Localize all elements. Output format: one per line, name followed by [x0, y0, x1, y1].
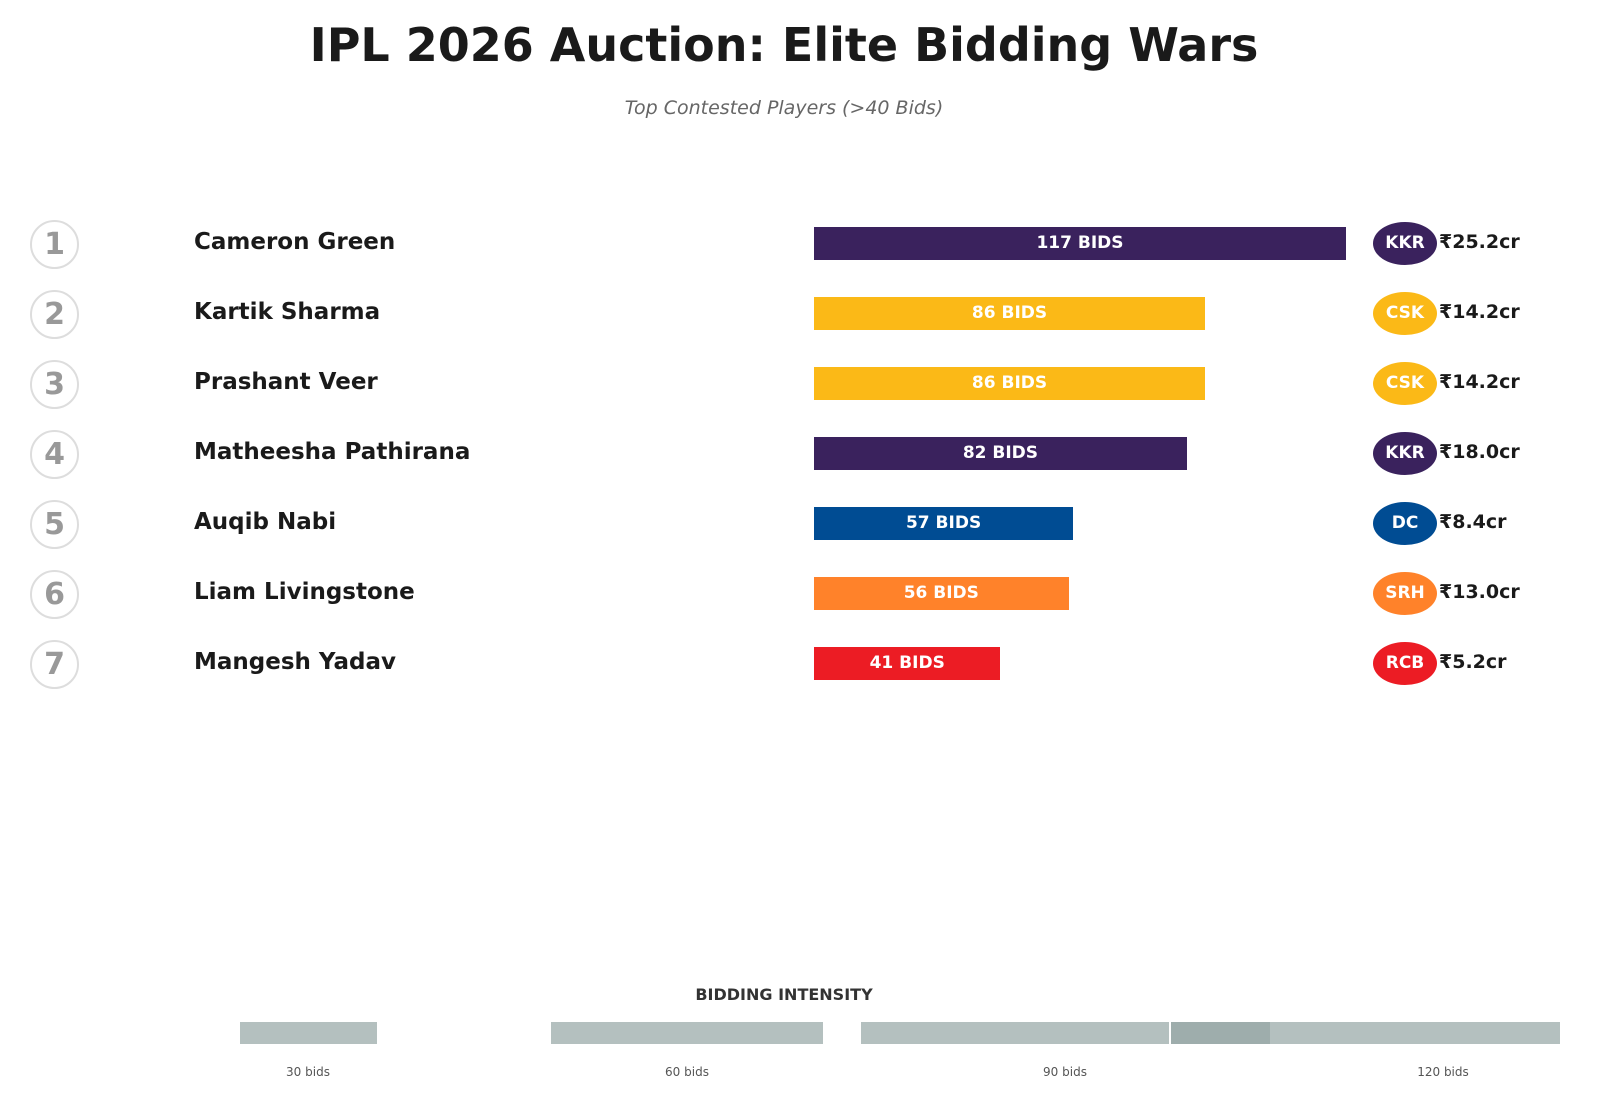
intensity-tick: 120 bids	[1417, 1065, 1469, 1079]
intensity-segment	[551, 1022, 823, 1044]
rank-badge: 6	[30, 570, 79, 619]
bid-bar: 117 BIDS	[814, 227, 1346, 260]
intensity-tick: 30 bids	[286, 1065, 330, 1079]
player-row: 2 Kartik Sharma 86 BIDS CSK ₹14.2cr	[0, 279, 1600, 349]
player-row: 3 Prashant Veer 86 BIDS CSK ₹14.2cr	[0, 349, 1600, 419]
bid-bar: 82 BIDS	[814, 437, 1187, 470]
player-row: 7 Mangesh Yadav 41 BIDS RCB ₹5.2cr	[0, 629, 1600, 699]
player-name: Cameron Green	[194, 229, 396, 255]
bid-bar: 56 BIDS	[814, 577, 1069, 610]
player-row: 1 Cameron Green 117 BIDS KKR ₹25.2cr	[0, 209, 1600, 279]
team-badge: KKR	[1373, 222, 1437, 265]
price-label: ₹25.2cr	[1439, 231, 1520, 253]
price-label: ₹8.4cr	[1439, 511, 1507, 533]
player-name: Mangesh Yadav	[194, 649, 396, 675]
intensity-segment-highlight	[1171, 1022, 1270, 1044]
rank-badge: 2	[30, 290, 79, 339]
player-row: 6 Liam Livingstone 56 BIDS SRH ₹13.0cr	[0, 559, 1600, 629]
bid-bar: 41 BIDS	[814, 647, 1001, 680]
price-label: ₹14.2cr	[1439, 371, 1520, 393]
price-label: ₹13.0cr	[1439, 581, 1520, 603]
bid-bar: 86 BIDS	[814, 367, 1206, 400]
chart-subtitle: Top Contested Players (>40 Bids)	[624, 97, 944, 119]
team-badge: RCB	[1373, 642, 1437, 685]
team-badge: SRH	[1373, 572, 1437, 615]
chart-title: IPL 2026 Auction: Elite Bidding Wars	[309, 18, 1259, 72]
player-name: Prashant Veer	[194, 369, 378, 395]
player-name: Matheesha Pathirana	[194, 439, 471, 465]
price-label: ₹14.2cr	[1439, 301, 1520, 323]
intensity-tick: 60 bids	[665, 1065, 709, 1079]
price-label: ₹5.2cr	[1439, 651, 1507, 673]
intensity-segment	[861, 1022, 1169, 1044]
bid-bar: 57 BIDS	[814, 507, 1074, 540]
team-badge: CSK	[1373, 362, 1437, 405]
player-row: 4 Matheesha Pathirana 82 BIDS KKR ₹18.0c…	[0, 419, 1600, 489]
player-name: Liam Livingstone	[194, 579, 415, 605]
intensity-segment	[240, 1022, 377, 1044]
player-name: Kartik Sharma	[194, 299, 381, 325]
rank-badge: 5	[30, 500, 79, 549]
rank-badge: 4	[30, 430, 79, 479]
price-label: ₹18.0cr	[1439, 441, 1520, 463]
player-name: Auqib Nabi	[194, 509, 337, 535]
intensity-segment	[1270, 1022, 1560, 1044]
intensity-title: BIDDING INTENSITY	[695, 985, 873, 1004]
team-badge: DC	[1373, 502, 1437, 545]
rank-badge: 1	[30, 220, 79, 269]
team-badge: CSK	[1373, 292, 1437, 335]
player-row: 5 Auqib Nabi 57 BIDS DC ₹8.4cr	[0, 489, 1600, 559]
bid-bar: 86 BIDS	[814, 297, 1206, 330]
team-badge: KKR	[1373, 432, 1437, 475]
intensity-tick: 90 bids	[1043, 1065, 1087, 1079]
rank-badge: 7	[30, 640, 79, 689]
rank-badge: 3	[30, 360, 79, 409]
